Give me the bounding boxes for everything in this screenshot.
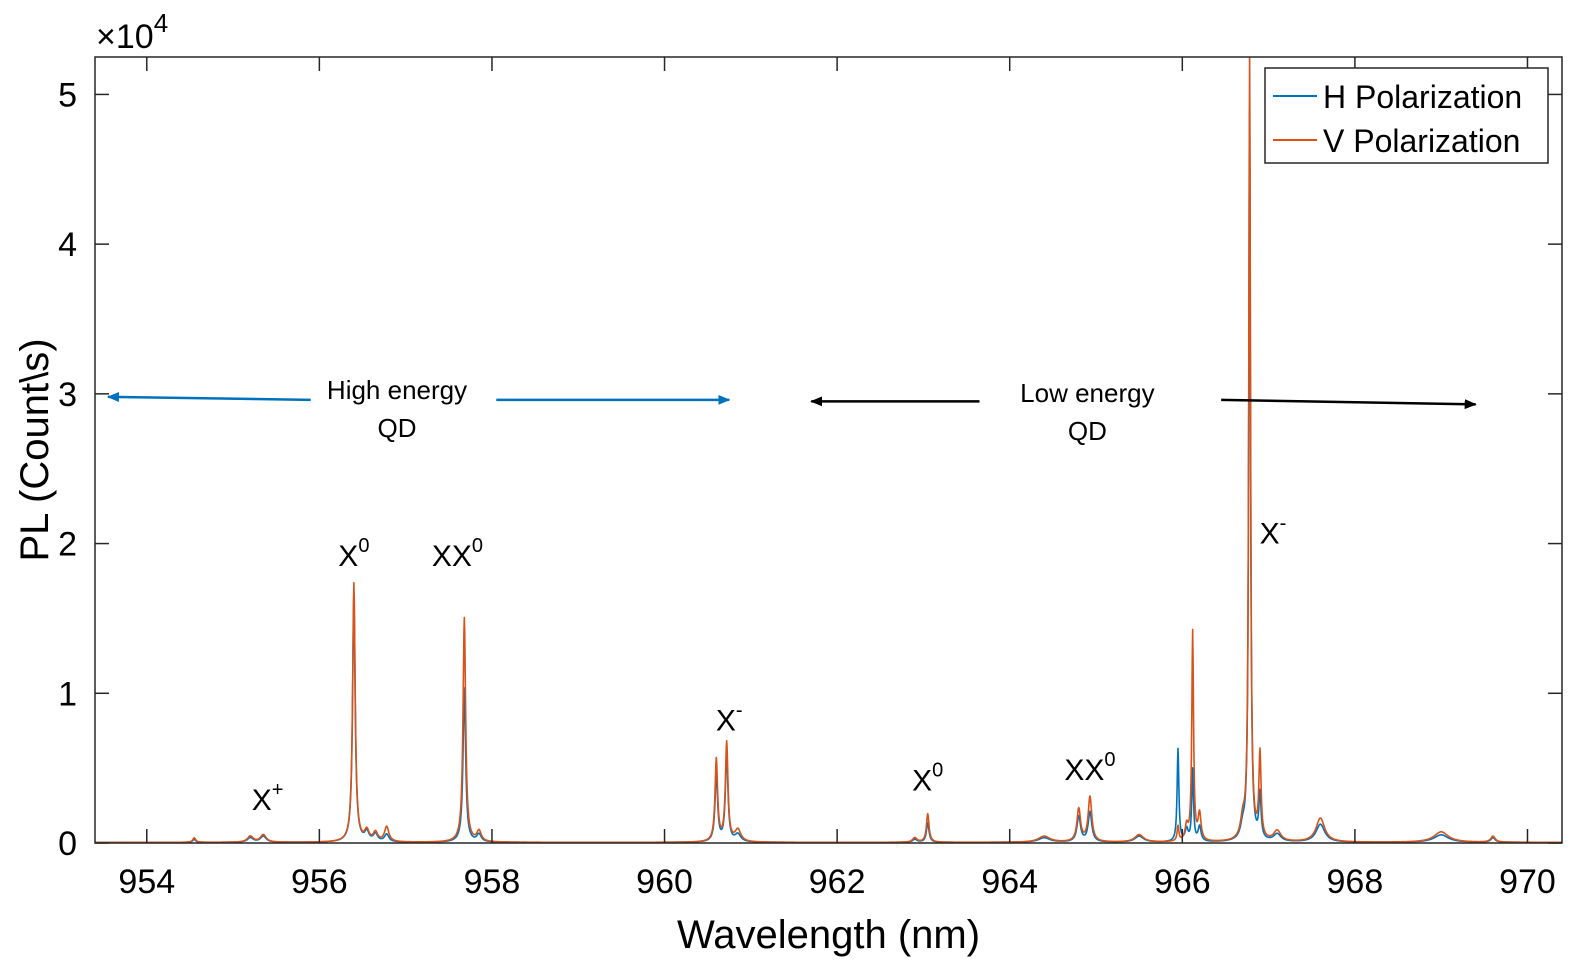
region-label-low-energy-line1: Low energy [1020,378,1154,408]
y-axis-multiplier-base: ×10 [96,18,154,56]
peak-label-xplus: X+ [252,779,284,817]
x-tick-label: 958 [464,863,521,901]
x-tick-label: 964 [981,863,1038,901]
peak-label-base: XX [1064,754,1104,787]
region-label-high-energy-line1: High energy [327,375,467,405]
y-tick-label: 1 [58,675,77,713]
legend-box [1264,67,1549,164]
y-tick-label: 5 [58,76,77,114]
peak-label-base: X [338,540,358,573]
arrow-left-high-energy [106,392,311,403]
y-tick-label: 4 [58,226,77,264]
series-group [95,57,1562,843]
regions-group: High energy QD Low energy QD [106,375,1477,446]
peak-label-xminus-low: X- [1260,513,1287,551]
peak-label-superscript: - [1280,513,1287,535]
legend-entry-label: V Polarization [1323,123,1520,159]
region-label-low-energy-line2: QD [1068,416,1107,446]
x-tick-label: 960 [636,863,693,901]
peak-label-base: X [252,784,272,817]
x-tick-label: 966 [1154,863,1211,901]
peak-label-base: X [716,705,736,738]
plot-frame [94,56,1563,844]
region-label-high-energy-line2: QD [378,413,417,443]
peak-label-xx0-low: XX0 [1064,749,1115,787]
y-tick-label: 0 [58,825,77,863]
peak-label-base: XX [432,540,472,573]
peak-label-x0-low: X0 [912,760,943,798]
x-tick-label: 956 [291,863,348,901]
series-line-h-polarization [95,105,1562,843]
peak-label-xminus-high: X- [716,700,743,738]
peak-label-superscript: 0 [472,535,483,557]
legend-entry-label: H Polarization [1323,79,1522,115]
y-tick-label: 3 [58,376,77,414]
peak-label-xx0-high: XX0 [432,535,483,573]
peak-label-superscript: 0 [1104,749,1115,771]
y-axis-multiplier-exponent: 4 [154,8,168,38]
peak-label-superscript: - [736,700,743,722]
peak-label-superscript: 0 [932,760,943,782]
y-axis-title: PL (Count\s) [13,338,57,561]
peak-label-base: X [1260,518,1280,551]
axes-group: 954 956 958 960 962 964 966 968 970 0 1 2 3 4 5 Wavelen… [13,8,1563,957]
x-tick-label: 968 [1327,863,1384,901]
peak-label-superscript: + [272,779,284,801]
peak-label-superscript: 0 [358,535,369,557]
peak-label-base: X [912,765,932,798]
legend-group: H Polarization V Polarization [1264,67,1549,164]
x-tick-label: 970 [1499,863,1556,901]
peak-label-x0-high: X0 [338,535,369,573]
x-tick-label: 962 [809,863,866,901]
series-line-v-polarization [95,57,1562,843]
x-tick-label: 954 [118,863,175,901]
y-axis-multiplier: ×104 [96,8,168,56]
x-axis-title: Wavelength (nm) [677,913,980,957]
arrow-right-low-energy [1221,398,1477,410]
y-tick-label: 2 [58,526,77,564]
